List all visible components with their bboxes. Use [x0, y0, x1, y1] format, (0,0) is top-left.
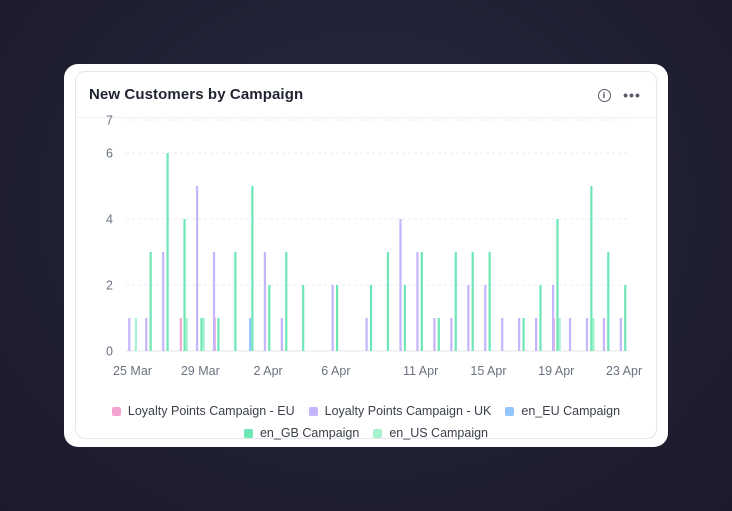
bar	[558, 318, 561, 351]
bar	[268, 285, 271, 351]
y-tick-label: 7	[106, 114, 113, 128]
bar	[251, 186, 254, 351]
legend-item[interactable]: Loyalty Points Campaign - UK	[308, 404, 492, 418]
x-tick-label: 6 Apr	[321, 364, 350, 378]
bar	[217, 318, 220, 351]
bar	[420, 252, 423, 351]
bar	[399, 219, 402, 351]
bar	[624, 285, 627, 351]
bar	[590, 186, 593, 351]
bar	[302, 285, 305, 351]
x-tick-label: 29 Mar	[181, 364, 220, 378]
bar	[467, 285, 470, 351]
y-tick-label: 4	[106, 213, 113, 227]
bar	[331, 285, 334, 351]
bar	[607, 252, 610, 351]
bar	[128, 318, 131, 351]
y-tick-label: 0	[106, 345, 113, 359]
chart-card: New Customers by Campaign i ••• 0 2 4 6 7 25 …	[75, 71, 657, 440]
info-button[interactable]: i	[594, 85, 614, 105]
bar	[592, 318, 595, 351]
bar	[200, 318, 203, 351]
bar	[202, 318, 205, 351]
bar	[518, 318, 521, 351]
x-tick-label: 23 Apr	[606, 364, 642, 378]
legend-label: Loyalty Points Campaign - EU	[127, 404, 295, 418]
bar	[501, 318, 504, 351]
bar-chart: 0 2 4 6 7 25 Mar 29 Mar 2 Apr 6 Apr 11 Apr 15 Apr 1…	[106, 114, 642, 379]
bar	[336, 285, 339, 351]
legend-swatch	[308, 406, 318, 416]
bar	[450, 318, 453, 351]
bar	[551, 285, 555, 351]
card-header: New Customers by Campaign i •••	[76, 72, 656, 118]
bar	[365, 318, 368, 351]
bar	[162, 252, 165, 351]
legend-item[interactable]: en_EU Campaign	[505, 404, 620, 418]
bar	[196, 186, 199, 351]
legend-swatch	[243, 428, 253, 438]
bar	[149, 252, 152, 351]
bar	[179, 318, 182, 351]
bar	[134, 318, 137, 351]
bar	[568, 318, 572, 351]
x-tick-label: 2 Apr	[254, 364, 283, 378]
bar	[234, 252, 237, 351]
bar	[454, 252, 457, 351]
card-container: New Customers by Campaign i ••• 0 2 4 6 7 25 …	[64, 64, 668, 447]
legend-item[interactable]: en_US Campaign	[373, 426, 488, 440]
more-options-button[interactable]: •••	[622, 85, 642, 105]
bar	[556, 219, 559, 351]
x-tick-label: 19 Apr	[538, 364, 574, 378]
y-tick-label: 2	[106, 279, 113, 293]
bar	[249, 318, 252, 351]
bar	[488, 252, 491, 351]
card-title: New Customers by Campaign	[89, 86, 304, 103]
more-horizontal-icon: •••	[623, 87, 641, 103]
bar	[369, 285, 373, 351]
bar	[471, 252, 474, 351]
bar	[539, 285, 542, 351]
bar	[535, 318, 538, 351]
bar	[263, 252, 266, 351]
legend-item[interactable]: Loyalty Points Campaign - EU	[111, 404, 295, 418]
legend-swatch	[373, 428, 383, 438]
x-tick-label: 15 Apr	[470, 364, 506, 378]
bar	[145, 318, 148, 351]
bar	[285, 252, 288, 351]
x-tick-label: 25 Mar	[113, 364, 152, 378]
bar	[602, 318, 605, 351]
bar	[166, 153, 169, 351]
bar	[185, 318, 188, 351]
legend-item[interactable]: en_GB Campaign	[243, 426, 360, 440]
bar	[212, 252, 216, 351]
bar	[280, 318, 283, 351]
legend-row: Loyalty Points Campaign - EU Loyalty Poin…	[76, 400, 656, 422]
bar	[585, 318, 589, 351]
bar	[386, 252, 390, 351]
bar	[416, 252, 419, 351]
y-tick-label: 6	[106, 147, 113, 161]
legend-row: en_GB Campaign en_US Campaign	[76, 422, 656, 444]
legend-label: en_US Campaign	[389, 426, 489, 440]
bar	[522, 318, 525, 351]
x-tick-label: 11 Apr	[403, 364, 438, 378]
bar	[433, 318, 436, 351]
legend-label: en_EU Campaign	[521, 404, 621, 418]
legend-swatch	[111, 406, 121, 416]
bar	[437, 318, 440, 351]
legend-label: Loyalty Points Campaign - UK	[324, 404, 492, 418]
bar	[183, 219, 186, 351]
legend-label: en_GB Campaign	[259, 426, 360, 440]
info-icon: i	[597, 88, 611, 102]
bar	[403, 285, 406, 351]
legend-swatch	[505, 406, 515, 416]
bar	[619, 318, 622, 351]
chart-legend: Loyalty Points Campaign - EU Loyalty Poin…	[76, 400, 656, 444]
bar	[484, 285, 487, 351]
